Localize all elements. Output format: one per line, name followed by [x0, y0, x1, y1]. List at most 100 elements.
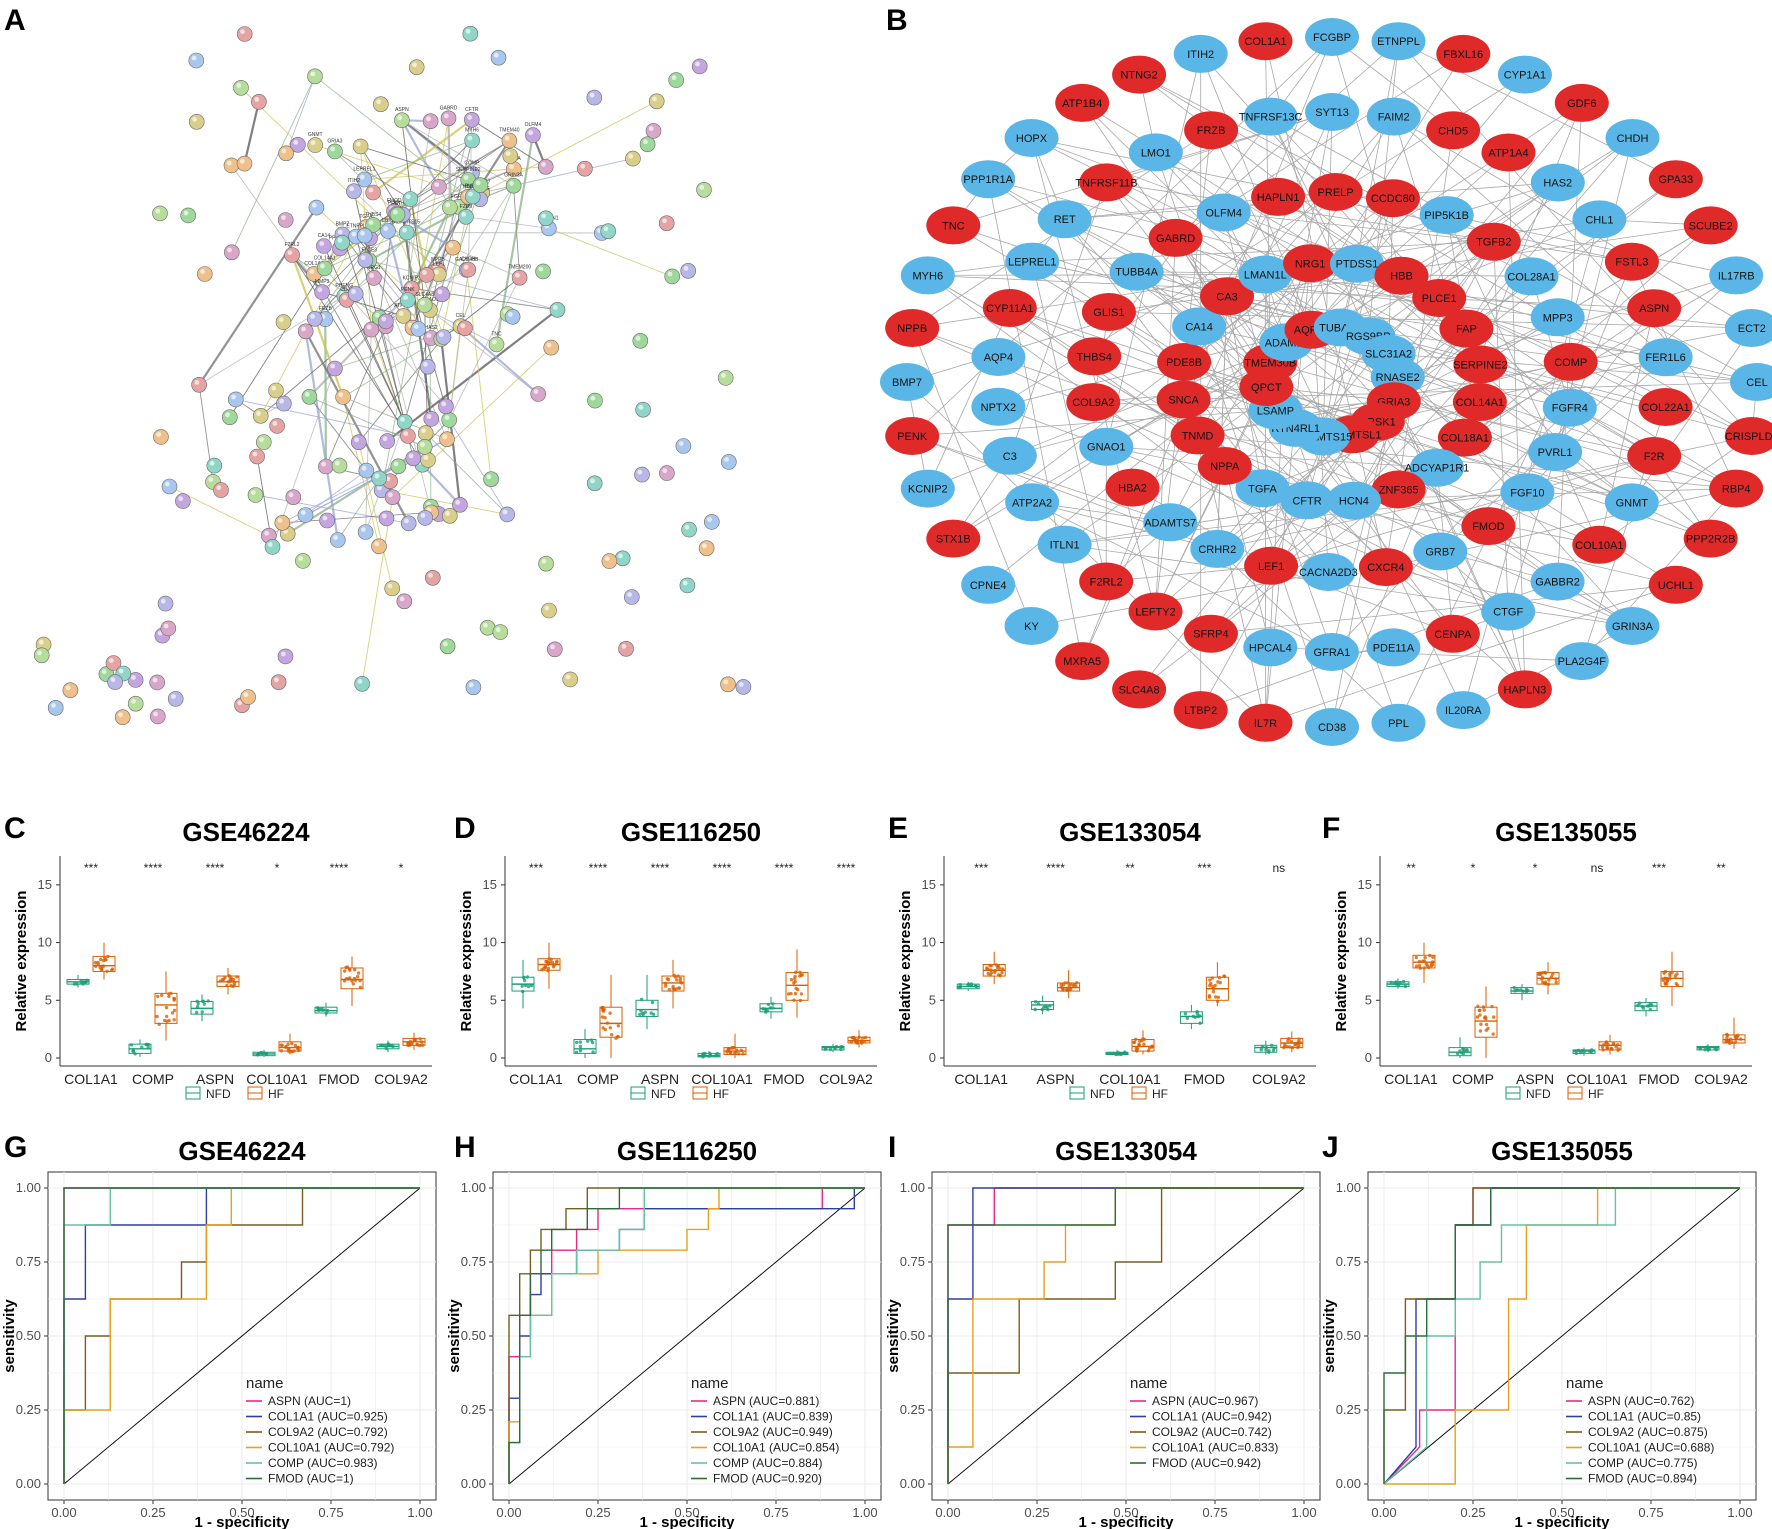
svg-text:SLC4A8: SLC4A8	[415, 292, 434, 298]
svg-text:FER1L6: FER1L6	[1645, 352, 1685, 364]
data-point	[1296, 1045, 1300, 1050]
network-node	[442, 199, 458, 216]
network-node	[400, 515, 417, 532]
data-point	[591, 1050, 595, 1054]
data-point	[1134, 1037, 1138, 1042]
y-tick-label: 0.00	[16, 1476, 41, 1491]
data-point	[1554, 977, 1558, 981]
network-edge	[1138, 489, 1399, 690]
svg-text:ASPN: ASPN	[1639, 303, 1669, 315]
svg-text:SFRP4: SFRP4	[1193, 629, 1228, 641]
svg-text:CRISPLD1: CRISPLD1	[1725, 431, 1772, 443]
data-point	[863, 1035, 868, 1040]
data-point	[1211, 984, 1215, 989]
significance-label: ***	[1652, 861, 1666, 875]
svg-text:CCDC80: CCDC80	[1371, 193, 1415, 205]
network-edge	[243, 101, 260, 164]
svg-text:KY: KY	[1024, 621, 1039, 633]
data-point	[420, 1043, 425, 1047]
gene-node-red: TNMD	[1170, 416, 1225, 455]
network-edge	[1356, 263, 1633, 503]
gene-node-red: TGFB2	[1466, 222, 1521, 261]
data-point	[290, 1049, 295, 1054]
svg-text:HAPLN3: HAPLN3	[1504, 684, 1547, 696]
data-point	[1264, 1048, 1268, 1052]
data-point	[1422, 966, 1427, 970]
legend-title: name	[246, 1375, 284, 1392]
network-edge	[1031, 137, 1737, 489]
box-hf	[723, 1033, 747, 1058]
svg-text:PRELP: PRELP	[1318, 187, 1354, 199]
network-node	[530, 386, 547, 402]
svg-text:GPA33: GPA33	[1658, 174, 1693, 186]
x-tick-label: 1.00	[852, 1505, 877, 1520]
data-point	[1589, 1049, 1594, 1054]
box-hf	[1660, 951, 1684, 1007]
gene-node-red: ASPN	[1627, 289, 1682, 328]
diagonal-reference	[1383, 1187, 1741, 1485]
data-point	[1725, 1032, 1729, 1037]
gene-node-red: F2RL2	[1079, 562, 1134, 601]
network-node: MMP3	[314, 279, 330, 300]
svg-text:CA14: CA14	[318, 233, 331, 239]
data-point	[1065, 987, 1069, 991]
box-hf	[1536, 962, 1560, 995]
significance-label: ***	[974, 861, 988, 875]
svg-text:ECT2: ECT2	[1738, 323, 1766, 335]
network-node: KCNIP2	[403, 275, 421, 297]
network-edge	[448, 277, 521, 421]
data-point	[1061, 988, 1065, 992]
box-hf	[661, 959, 685, 1009]
roc-curve-fmod	[947, 1187, 1304, 1484]
svg-text:NPPB: NPPB	[897, 323, 927, 335]
svg-text:LEPREL1: LEPREL1	[353, 167, 375, 173]
network-node	[105, 655, 122, 671]
data-point	[1524, 989, 1529, 994]
data-point	[761, 1007, 765, 1011]
network-node	[664, 268, 681, 285]
network-node	[410, 321, 427, 337]
gene-node-blue: TUBB4A	[1109, 252, 1164, 291]
data-point	[578, 1040, 582, 1044]
network-node	[472, 177, 489, 193]
data-point	[133, 1052, 137, 1056]
data-point	[1418, 966, 1423, 970]
svg-text:HBB: HBB	[1390, 271, 1413, 283]
data-point	[1286, 1038, 1290, 1043]
svg-text:GLIS1: GLIS1	[1093, 307, 1124, 319]
x-tick-label: COL10A1	[691, 1071, 753, 1087]
gene-node-red: NTNG2	[1112, 55, 1167, 94]
data-point	[1698, 1046, 1702, 1051]
svg-text:CYP1A1: CYP1A1	[1504, 70, 1546, 82]
svg-text:CA14: CA14	[1185, 321, 1213, 333]
panel-label-a: A	[4, 4, 26, 37]
data-point	[600, 1015, 605, 1019]
network-node: THBS4	[365, 212, 381, 233]
svg-text:RET: RET	[391, 201, 401, 207]
x-tick-label: 0.50	[674, 1505, 699, 1520]
data-point	[1067, 984, 1072, 988]
data-point	[195, 999, 199, 1003]
gene-node-red: PDE8B	[1157, 343, 1212, 381]
svg-text:SERPINE2: SERPINE2	[456, 167, 481, 173]
network-node	[439, 638, 456, 655]
y-tick-label: 0	[1365, 1050, 1372, 1065]
svg-text:IL7R: IL7R	[1254, 718, 1277, 730]
data-point	[155, 1014, 159, 1019]
data-point	[93, 961, 98, 965]
svg-text:ASPN: ASPN	[395, 107, 409, 113]
box-hf	[1722, 1017, 1746, 1049]
box-hf	[154, 971, 178, 1041]
data-point	[789, 978, 794, 982]
data-point	[75, 982, 79, 986]
network-node	[632, 332, 649, 349]
data-point	[1267, 1049, 1271, 1053]
data-point	[520, 984, 524, 988]
svg-text:C3: C3	[1003, 451, 1017, 463]
data-point	[1414, 955, 1419, 960]
y-tick-label: 0.75	[16, 1254, 41, 1269]
y-tick-label: 0.50	[461, 1328, 486, 1343]
data-point	[380, 1043, 384, 1048]
data-point	[1283, 1043, 1287, 1047]
svg-text:LMO1: LMO1	[1141, 147, 1171, 159]
